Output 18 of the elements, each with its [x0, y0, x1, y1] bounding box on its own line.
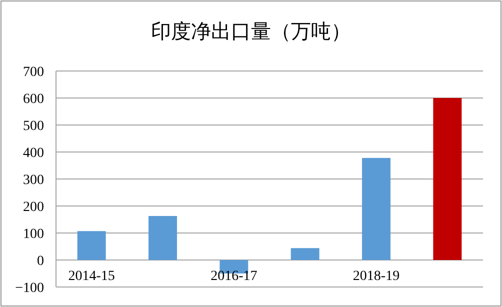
y-tick-label: −100	[15, 281, 44, 296]
y-tick-label: 200	[23, 200, 44, 215]
x-tick-label: 2016-17	[210, 269, 258, 284]
bar	[362, 158, 390, 260]
y-tick-label: 0	[37, 254, 44, 269]
y-tick-label: 400	[23, 146, 44, 161]
y-tick-label: 100	[23, 227, 44, 242]
y-tick-label: 700	[23, 65, 44, 80]
x-tick-label: 2018-19	[352, 269, 400, 284]
x-tick-label: 2014-15	[68, 269, 115, 284]
y-tick-label: 300	[23, 173, 44, 188]
y-tick-label: 600	[23, 92, 44, 107]
bar	[148, 216, 177, 260]
chart-title: 印度净出口量（万吨）	[151, 19, 351, 43]
bar	[433, 98, 462, 260]
bar	[77, 231, 106, 260]
y-tick-label: 500	[23, 119, 44, 134]
bar	[290, 248, 320, 260]
